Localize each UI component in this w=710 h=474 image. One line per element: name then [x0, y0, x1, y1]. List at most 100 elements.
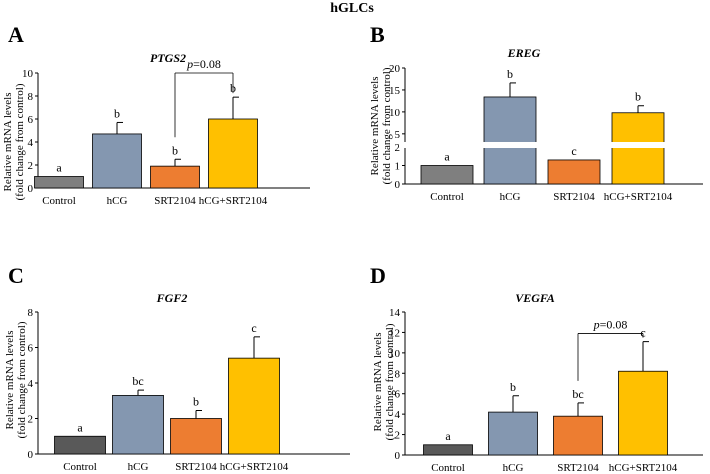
bar-hcg-srt2104 [618, 370, 668, 456]
significance-letter: a [56, 161, 62, 175]
y-tick-label: 2 [395, 430, 401, 442]
panel-b-ylabel-line2: (fold change from control) [381, 67, 393, 184]
panel-b-title: EREG [507, 46, 541, 60]
significance-letter: c [571, 144, 576, 158]
y-tick-label: 2 [28, 414, 34, 426]
panel-letter-b: B [370, 22, 385, 47]
y-tick-label: 4 [395, 409, 401, 421]
bar-srt2104 [553, 415, 603, 456]
y-tick-label: 6 [28, 343, 34, 355]
significance-letter: b [172, 143, 178, 157]
x-tick-label: hCG+SRT2104 [609, 462, 678, 474]
bar-srt2104 [150, 165, 200, 189]
figure-title: hGLCs [330, 1, 374, 16]
x-tick-label: hCG [128, 461, 149, 473]
y-tick-label: 10 [389, 348, 401, 360]
panel-d: D VEGFA Relative mRNA levels (fold chang… [370, 263, 703, 474]
x-tick-label: hCG+SRT2104 [199, 195, 268, 207]
panel-b-ylabel-line1: Relative mRNA levels [369, 77, 381, 176]
panel-letter-a: A [8, 22, 24, 47]
bar-hcg-srt2104 [208, 118, 258, 189]
bar-srt2104 [547, 159, 601, 185]
panel-a: A PTGS2 Relative mRNA levels (fold chang… [2, 22, 310, 207]
p-value-label: p=0.08 [186, 57, 221, 71]
panel-d-ylabel-line1: Relative mRNA levels [372, 333, 384, 432]
panel-d-ylabel-line2: (fold change from control) [384, 323, 396, 440]
panel-b: B EREG Relative mRNA levels (fold change… [369, 22, 703, 203]
x-tick-label: SRT2104 [553, 191, 595, 203]
x-tick-label: SRT2104 [175, 461, 217, 473]
y-tick-label: 6 [395, 389, 401, 401]
panel-d-plot: 0 2 4 6 8 10 12 14 a Control b hCG bc SRT2104 c hCG+SRT… [389, 307, 703, 474]
panel-c-ylabel-line1: Relative mRNA levels [4, 331, 16, 430]
y-tick-label: 5 [395, 129, 401, 141]
y-tick-label: 4 [28, 137, 34, 149]
bar-control [54, 435, 106, 455]
panel-d-title: VEGFA [515, 291, 555, 305]
significance-letter: a [77, 420, 83, 434]
y-tick-label: 0 [395, 179, 401, 191]
y-tick-label: 4 [28, 378, 34, 390]
bar-control [420, 165, 474, 185]
significance-letter: a [445, 429, 451, 443]
panel-a-plot: 0246810aControlbhCGbSRT2104bhCG+SRT2104p… [22, 57, 310, 207]
x-tick-label: SRT2104 [154, 195, 196, 207]
y-tick-label: 14 [389, 307, 401, 319]
significance-letter: bc [132, 374, 143, 388]
y-tick-label: 10 [22, 68, 34, 80]
y-tick-label: 12 [389, 327, 400, 339]
significance-letter: a [444, 150, 450, 164]
p-value: =0.08 [600, 317, 628, 331]
y-tick-label: 0 [28, 183, 34, 195]
y-tick-label: 8 [28, 91, 34, 103]
panel-c: C FGF2 Relative mRNA levels (fold change… [4, 263, 350, 473]
bar-hcg [483, 96, 537, 185]
bar-hcg-srt2104 [611, 112, 665, 185]
significance-letter: b [193, 395, 199, 409]
y-tick-label: 8 [395, 368, 401, 380]
x-tick-label: Control [430, 191, 464, 203]
p-value-label: p=0.08 [593, 317, 628, 331]
p-symbol: p [186, 57, 193, 71]
panel-c-title: FGF2 [156, 291, 188, 305]
significance-letter: c [640, 326, 645, 340]
p-value: =0.08 [193, 57, 221, 71]
bar-control [423, 444, 473, 456]
x-tick-label: Control [431, 462, 465, 474]
x-tick-label: hCG+SRT2104 [604, 191, 673, 203]
significance-letter: b [114, 106, 120, 120]
bar-control [34, 176, 84, 189]
panel-a-title: PTGS2 [150, 51, 186, 65]
x-tick-label: hCG [500, 191, 521, 203]
y-tick-label: 10 [389, 107, 401, 119]
significance-letter: b [507, 67, 513, 81]
panel-a-ylabel-line1: Relative mRNA levels [2, 93, 14, 192]
panel-b-plot: 0 1 25 10 15 20 a Control b hCG c SRT2104 b hCG+SRT21… [389, 63, 703, 203]
bar-hcg-srt2104 [228, 357, 280, 455]
p-symbol: p [593, 317, 600, 331]
x-tick-label: hCG [107, 195, 128, 207]
significance-letter: b [635, 90, 641, 104]
panel-a-ylabel-line2: (fold change from control) [14, 83, 26, 200]
y-tick-label: 20 [389, 63, 401, 75]
panel-letter-c: C [8, 263, 24, 288]
axis-break [399, 142, 703, 148]
bar-hcg [488, 411, 538, 456]
x-tick-label: SRT2104 [557, 462, 599, 474]
x-tick-label: Control [42, 195, 76, 207]
significance-letter: b [510, 380, 516, 394]
y-tick-label: 6 [28, 114, 34, 126]
y-tick-label: 0 [395, 450, 401, 462]
y-tick-label: 1 [395, 161, 401, 173]
panel-c-plot: 0 2 4 6 8 a Control bc hCG b SRT2104 c hCG+SRT2104 [28, 307, 350, 473]
y-tick-label: 2 [395, 142, 401, 154]
bar-hcg [92, 133, 142, 189]
x-tick-label: Control [63, 461, 97, 473]
x-tick-label: hCG [503, 462, 524, 474]
y-tick-label: 15 [389, 85, 401, 97]
significance-letter: bc [572, 387, 583, 401]
y-tick-label: 2 [28, 160, 34, 172]
panel-c-ylabel-line2: (fold change from control) [16, 321, 28, 438]
significance-letter: c [251, 321, 256, 335]
